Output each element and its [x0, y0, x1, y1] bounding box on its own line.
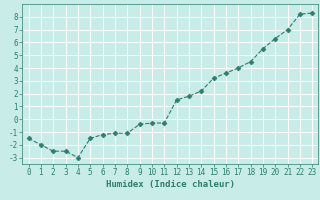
X-axis label: Humidex (Indice chaleur): Humidex (Indice chaleur)	[106, 180, 235, 189]
